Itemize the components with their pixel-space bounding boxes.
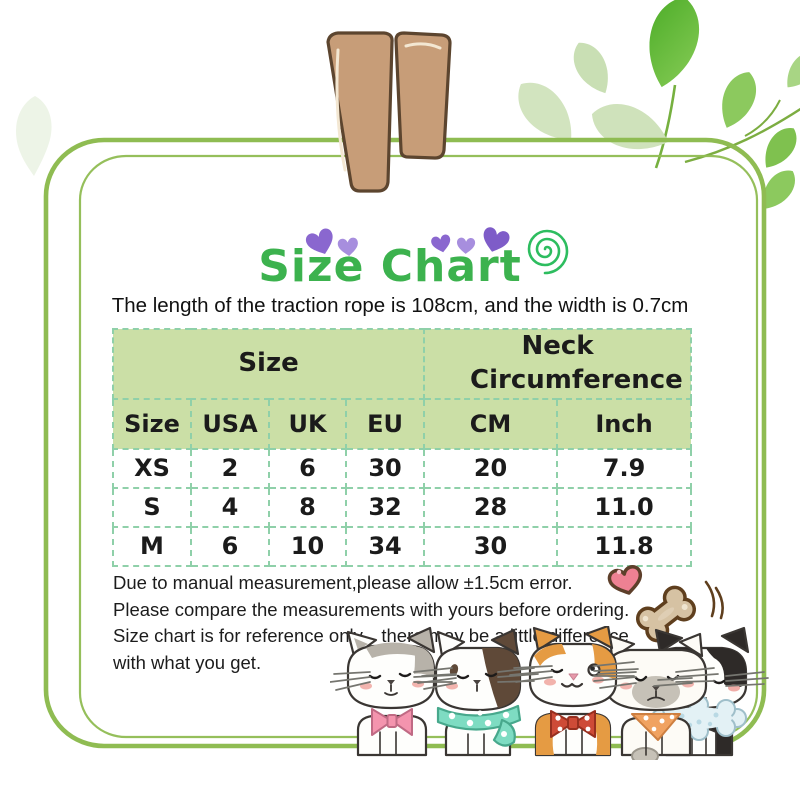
note-line: Please compare the measurements with you… — [113, 598, 630, 620]
col-header-eu: EU — [344, 397, 426, 450]
note-line: with what you get. — [113, 651, 262, 673]
size-group-header: Size — [111, 328, 426, 400]
cell: XS — [112, 447, 192, 489]
col-header-usa: USA — [190, 397, 270, 450]
table-row-s: S 4 8 32 28 11.0 — [112, 486, 693, 528]
cell: 6 — [268, 447, 347, 489]
cell: 10 — [268, 525, 347, 567]
table-row-m: M 6 10 34 30 11.8 — [112, 525, 693, 567]
cell: 30 — [344, 447, 426, 489]
cell: 4 — [190, 486, 270, 528]
page-title: Size Chart — [258, 241, 522, 292]
heart-icon — [607, 565, 643, 595]
neck-group-header: Neck Circumference — [423, 328, 693, 400]
cell: 8 — [268, 486, 347, 528]
cats-illustration — [330, 626, 769, 760]
cat-cream-bandana — [604, 632, 708, 760]
clothespin-illustration — [326, 31, 452, 193]
whiskers — [330, 661, 769, 691]
size-chart-table: Size Neck Circumference Size USA UK EU C… — [111, 328, 693, 567]
cell: 30 — [423, 525, 559, 567]
note-line: Due to manual measurement,please allow ±… — [113, 572, 573, 593]
spiral-icon — [527, 229, 569, 275]
leaf-decoration — [506, 0, 800, 217]
col-header-uk: UK — [268, 397, 347, 450]
cell: S — [112, 486, 192, 528]
col-header-cm: CM — [423, 397, 559, 450]
cell: 2 — [190, 447, 270, 489]
cell: 7.9 — [556, 447, 693, 489]
cell: 32 — [344, 486, 426, 528]
cell: 28 — [423, 486, 559, 528]
table-row-xs: XS 2 6 30 20 7.9 — [112, 447, 693, 489]
cat-brown-scarf — [434, 628, 522, 757]
cell: 34 — [344, 525, 426, 567]
faint-leaf-decoration — [15, 96, 52, 176]
col-header-inch: Inch — [556, 397, 693, 450]
cell: 11.8 — [556, 525, 693, 567]
cat-gray-bowtie — [346, 626, 436, 757]
cat-orange-wink — [528, 626, 618, 757]
cell: 6 — [190, 525, 270, 567]
cell: 20 — [423, 447, 559, 489]
cell: 11.0 — [556, 486, 693, 528]
cell: M — [112, 525, 192, 567]
col-header-size: Size — [112, 397, 192, 450]
intro-text: The length of the traction rope is 108cm… — [111, 294, 689, 317]
